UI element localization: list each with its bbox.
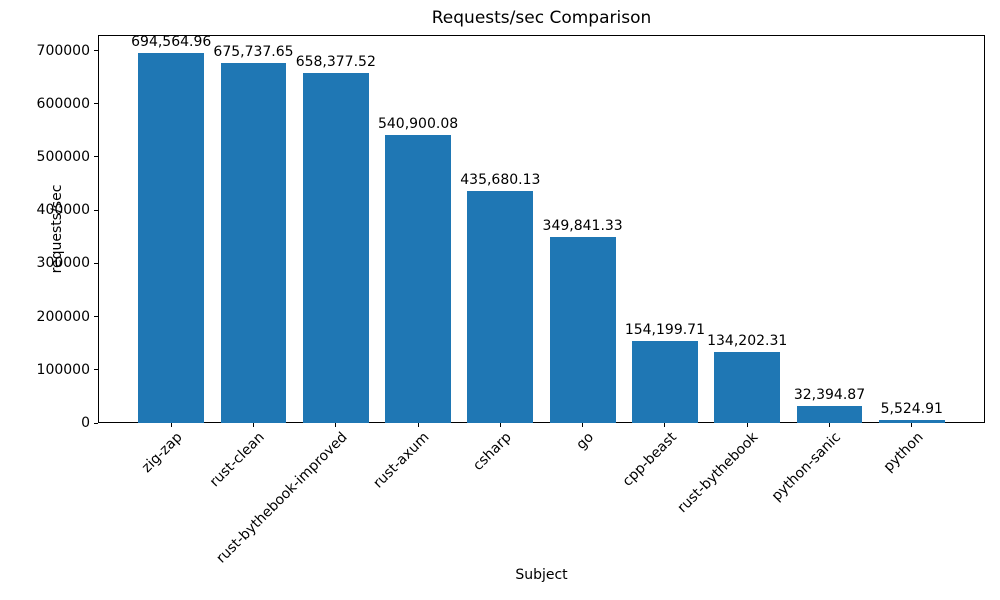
value-label-rust-bythebook-improved: 658,377.52 (295, 53, 376, 70)
x-tick-label-text: rust-axum (370, 429, 433, 492)
y-tick-mark (94, 316, 98, 318)
value-label-rust-bythebook: 134,202.31 (707, 332, 788, 349)
value-label-rust-axum: 540,900.08 (377, 116, 459, 133)
x-tick-label-text: rust-bythebook (675, 429, 762, 517)
x-tick-label-text: zig-zap (139, 429, 186, 476)
y-tick-mark (94, 422, 98, 424)
x-tick-mark (664, 423, 666, 427)
y-tick-label: 700000 (36, 42, 90, 59)
x-tick-mark (170, 423, 172, 427)
x-axis-label: Subject (515, 567, 568, 583)
y-tick-mark (94, 262, 98, 264)
y-tick-label: 400000 (36, 202, 90, 219)
x-tick-mark (253, 423, 254, 427)
x-tick-mark (499, 423, 501, 427)
bar-rust-bythebook (714, 351, 781, 423)
bar-python-sanic (796, 405, 863, 423)
value-label-rust-clean: 675,737.65 (213, 44, 294, 61)
bar-rust-clean (220, 63, 287, 423)
y-tick-label: 100000 (36, 361, 90, 378)
bar-csharp (467, 191, 534, 423)
x-tick-mark (417, 423, 419, 427)
x-tick-mark (828, 423, 830, 427)
y-tick-label: 200000 (36, 308, 90, 325)
y-tick-mark (94, 209, 98, 211)
value-label-python: 5,524.91 (880, 401, 943, 418)
x-tick-mark (911, 423, 913, 427)
x-tick-label-text: csharp (470, 429, 515, 474)
chart-title: Requests/sec Comparison (431, 8, 652, 28)
y-tick-label: 600000 (36, 95, 90, 112)
y-tick-label: 300000 (36, 255, 90, 272)
value-label-cpp-beast: 154,199.71 (624, 321, 705, 338)
bar-rust-bythebook-improved (302, 72, 369, 423)
bar-go (549, 236, 616, 423)
x-tick-label-text: python-sanic (768, 429, 845, 505)
bar-python (878, 420, 945, 423)
y-tick-label: 500000 (36, 148, 90, 165)
x-tick-label-text: cpp-beast (619, 429, 680, 490)
x-tick-mark (582, 423, 584, 427)
y-tick-mark (94, 103, 98, 105)
y-tick-mark (94, 50, 98, 52)
y-tick-mark (94, 156, 98, 158)
value-label-python-sanic: 32,394.87 (793, 386, 866, 403)
value-label-go: 349,841.33 (542, 217, 623, 234)
bar-zig-zap (138, 53, 205, 423)
x-tick-label-text: rust-clean (207, 429, 269, 491)
bar-cpp-beast (632, 340, 698, 423)
x-tick-mark (335, 423, 337, 427)
bar-rust-axum (385, 135, 451, 423)
x-tick-mark (746, 423, 748, 427)
y-tick-mark (94, 369, 98, 371)
value-label-zig-zap: 694,564.96 (131, 34, 212, 51)
x-tick-label-text: python (880, 429, 927, 476)
y-tick-label: 0 (81, 415, 90, 431)
x-tick-label-text: go (573, 429, 598, 453)
value-label-csharp: 435,680.13 (460, 172, 541, 189)
